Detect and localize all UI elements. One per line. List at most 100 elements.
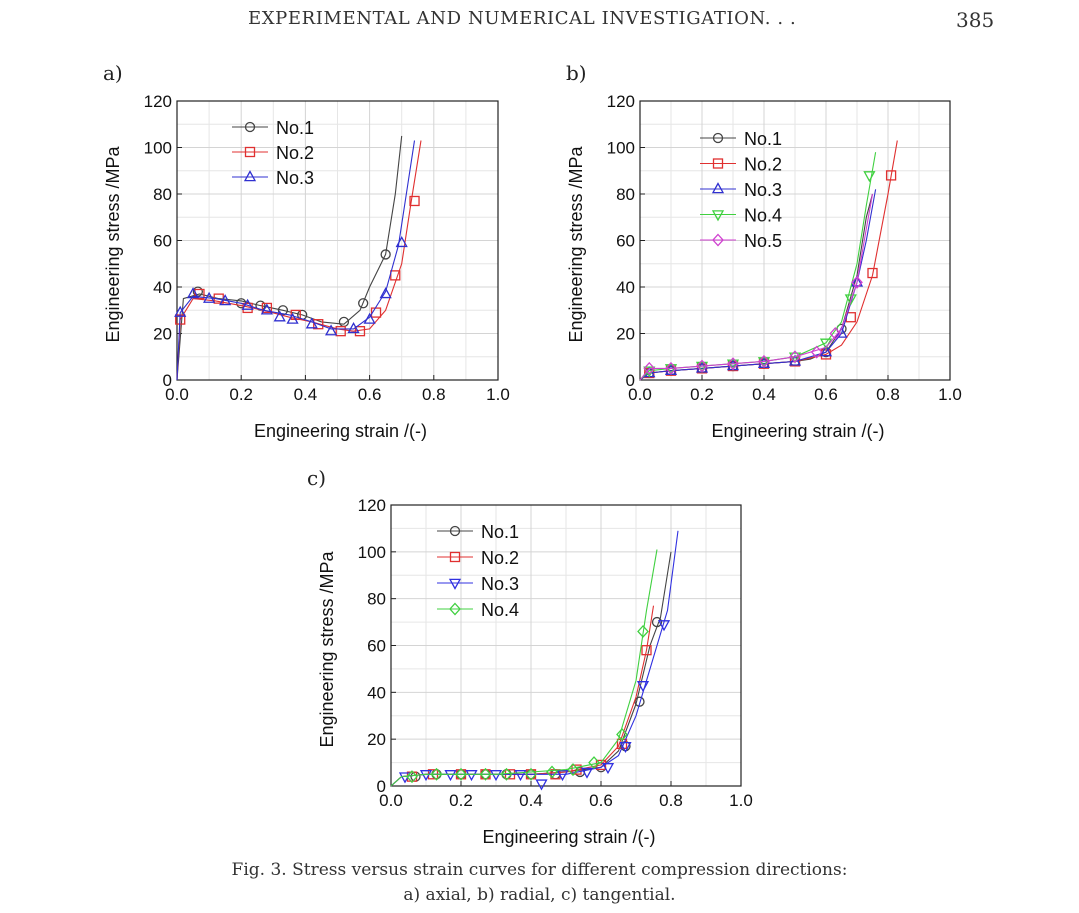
y-tick-label: 100 [144, 139, 172, 158]
x-tick-label: 0.0 [379, 791, 403, 810]
data-point [643, 361, 656, 375]
data-point [273, 310, 286, 322]
data-point [313, 319, 324, 330]
x-tick-label: 1.0 [486, 385, 510, 404]
legend-marker [449, 551, 461, 563]
data-point [829, 327, 842, 340]
y-tick-label: 20 [367, 730, 386, 749]
y-tick-label: 80 [367, 590, 386, 609]
data-point [810, 345, 823, 359]
figure-caption-line-2: a) axial, b) radial, c) tangential. [403, 885, 676, 905]
series-line [176, 140, 416, 381]
data-point [588, 756, 600, 770]
data-point [616, 728, 628, 741]
data-point [619, 741, 632, 754]
data-point [758, 354, 770, 368]
panel-label: b) [566, 61, 587, 85]
x-axis-title: Engineering strain /(-) [254, 421, 427, 441]
data-point [634, 696, 645, 707]
legend-entry: No.3 [437, 574, 519, 594]
legend-label: No.2 [744, 155, 782, 175]
data-point [601, 763, 615, 775]
data-point [479, 767, 492, 781]
x-tick-label: 0.2 [229, 385, 253, 404]
y-tick-label: 40 [616, 278, 635, 297]
legend-entry: No.4 [437, 600, 519, 620]
y-tick-label: 60 [367, 637, 386, 656]
legend-marker [712, 233, 724, 247]
series-no5 [639, 193, 874, 381]
legend-marker [711, 182, 725, 194]
x-tick-label: 0.8 [876, 385, 900, 404]
x-tick-label: 0.2 [449, 791, 473, 810]
data-point [241, 298, 254, 310]
y-axis-title: Engineering stress /MPa [317, 550, 337, 747]
data-point [363, 312, 376, 324]
y-tick-label: 120 [144, 92, 172, 111]
data-point [305, 317, 318, 329]
legend-entry: No.5 [700, 231, 782, 251]
legend-entry: No.1 [700, 129, 782, 149]
x-tick-label: 0.0 [165, 385, 189, 404]
data-point [260, 303, 273, 315]
legend-marker [243, 170, 257, 182]
data-point [219, 294, 232, 306]
y-tick-label: 80 [153, 185, 172, 204]
legend-marker [448, 578, 462, 590]
data-point [850, 275, 864, 287]
x-tick-label: 1.0 [938, 385, 962, 404]
legend-entry: No.2 [700, 155, 782, 175]
legend-label: No.3 [276, 168, 314, 188]
legend-marker [711, 210, 725, 222]
y-tick-label: 20 [153, 325, 172, 344]
legend-label: No.4 [481, 600, 519, 620]
legend-marker [449, 602, 461, 616]
x-tick-label: 0.0 [628, 385, 652, 404]
x-tick-label: 0.4 [519, 791, 543, 810]
series-no1 [176, 135, 403, 381]
data-point [789, 350, 801, 364]
x-tick-label: 0.8 [659, 791, 683, 810]
y-tick-label: 40 [153, 278, 172, 297]
data-point [174, 305, 187, 317]
data-point [406, 770, 418, 784]
data-point [651, 616, 663, 628]
data-point [390, 270, 401, 281]
data-point [335, 326, 346, 337]
data-point [636, 681, 650, 693]
data-point [819, 345, 833, 357]
y-tick-label: 0 [163, 371, 172, 390]
running-header-title: EXPERIMENTAL AND NUMERICAL INVESTIGATION… [248, 8, 797, 29]
x-tick-label: 0.4 [294, 385, 318, 404]
series-no4 [390, 549, 658, 787]
data-point [409, 195, 420, 207]
data-point [665, 361, 677, 375]
legend-marker [712, 158, 724, 169]
y-tick-label: 60 [153, 232, 172, 251]
data-point [203, 291, 216, 303]
data-point [419, 770, 433, 782]
data-point [370, 307, 382, 318]
data-point [347, 322, 360, 334]
legend-entry: No.1 [232, 118, 314, 138]
y-tick-label: 100 [358, 543, 386, 562]
data-point [455, 767, 467, 781]
legend-marker [712, 132, 724, 144]
panel-label: c) [307, 466, 326, 490]
y-axis-title: Engineering stress /MPa [103, 145, 123, 342]
data-point [867, 267, 878, 279]
data-point [354, 326, 366, 337]
y-tick-label: 100 [607, 139, 635, 158]
data-point [535, 779, 548, 791]
data-point [358, 298, 369, 309]
legend-entry: No.4 [700, 206, 782, 226]
data-point [380, 249, 391, 260]
data-point [844, 294, 857, 306]
x-axis-title: Engineering strain /(-) [711, 421, 884, 441]
x-tick-label: 0.4 [752, 385, 776, 404]
legend-label: No.2 [276, 143, 314, 163]
data-point [726, 359, 740, 371]
legend-marker [244, 121, 256, 133]
data-point [571, 764, 582, 775]
